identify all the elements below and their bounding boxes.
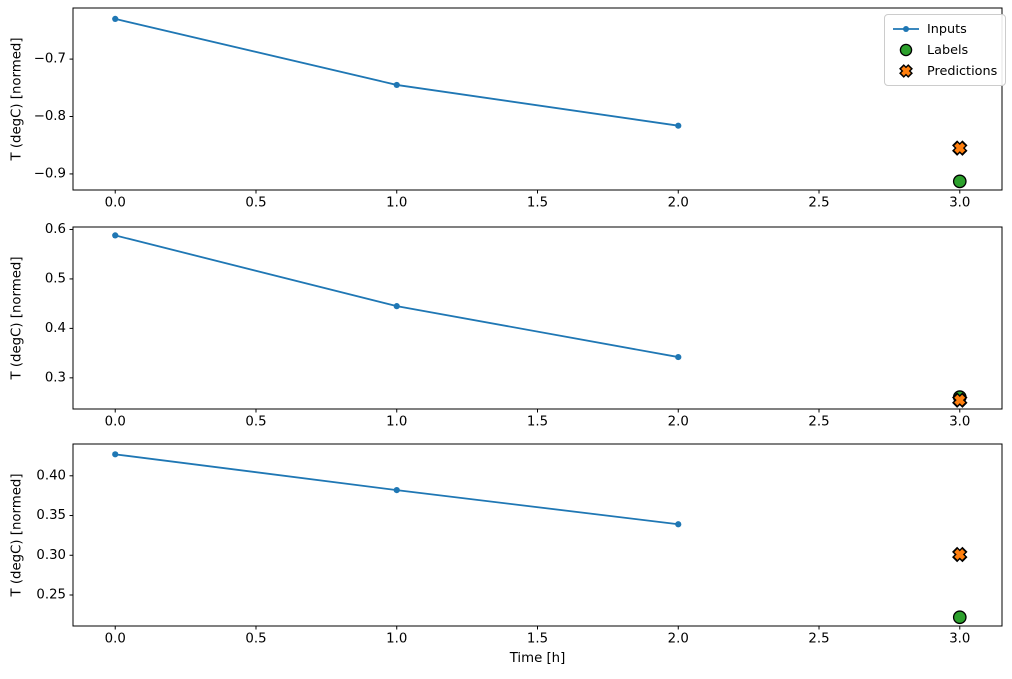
plot-border [72, 443, 1003, 627]
y-tick-label: 0.30 [36, 548, 66, 563]
subplot-3: 0.0 0.5 1.0 1.5 2.0 2.5 3.0 0.25 0.30 0.35 0.40 T (… [10, 443, 1003, 666]
y-tick-label: 0.40 [36, 468, 66, 483]
inputs-line [115, 18, 679, 127]
x-tick-label: 1.5 [527, 631, 548, 646]
y-axis-label: T (degC) [normed] [10, 37, 25, 161]
x-tick-label: 1.0 [386, 195, 407, 210]
x-tick-label: 0.5 [245, 631, 266, 646]
y-tick-label: 0.6 [45, 222, 66, 237]
x-tick-label: 3.0 [949, 631, 970, 646]
legend-label-predictions: Predictions [927, 63, 998, 79]
inputs-marker [393, 81, 400, 89]
y-axis-label: T (degC) [normed] [10, 473, 25, 597]
y-tick-label: 0.25 [36, 588, 66, 603]
x-tick-label: 3.0 [949, 414, 970, 429]
legend-label-labels: Labels [927, 42, 969, 58]
x-tick-label: 1.0 [386, 414, 407, 429]
y-tick-label: 0.4 [45, 321, 66, 336]
labels-marker [952, 174, 967, 189]
inputs-line-icon [893, 26, 919, 32]
labels-circle-glyph [899, 43, 913, 57]
x-tick-label: 0.0 [105, 195, 126, 210]
y-tick-label: −0.8 [34, 109, 66, 124]
inputs-marker [112, 451, 119, 458]
predictions-x-glyph [901, 66, 911, 76]
x-tick-label: 0.0 [105, 414, 126, 429]
x-tick-label: 0.5 [245, 414, 266, 429]
legend-item-predictions: Predictions [892, 62, 997, 80]
x-tick-label: 3.0 [949, 195, 970, 210]
x-tick-label: 1.5 [527, 195, 548, 210]
inputs-marker [393, 303, 400, 310]
legend: Inputs Labels Predictions [884, 14, 1007, 86]
x-tick-label: 2.5 [808, 195, 829, 210]
subplot-1: 0.0 0.5 1.0 1.5 2.0 2.5 3.0 −0.9 −0.8 −0.7 T (degC… [10, 7, 1003, 210]
y-tick-label: 0.35 [36, 508, 66, 523]
inputs-marker [675, 122, 682, 129]
y-tick-label: 0.5 [45, 271, 66, 286]
x-tick-label: 1.0 [386, 631, 407, 646]
subplot-2: 0.0 0.5 1.0 1.5 2.0 2.5 3.0 0.3 0.4 0.5 0.6 T (degC… [10, 222, 1003, 429]
predictions-marker [954, 394, 966, 406]
legend-item-inputs: Inputs [892, 20, 997, 38]
y-axis-label: T (degC) [normed] [10, 256, 25, 380]
inputs-marker [393, 486, 400, 494]
legend-item-labels: Labels [892, 41, 997, 59]
inputs-marker [675, 353, 682, 361]
x-tick-label: 1.5 [527, 414, 548, 429]
plot-border [72, 226, 1003, 410]
x-tick-label: 0.0 [105, 631, 126, 646]
x-tick-label: 2.5 [808, 414, 829, 429]
y-tick-label: −0.7 [34, 52, 66, 67]
inputs-marker [675, 521, 682, 528]
x-tick-label: 2.0 [668, 631, 689, 646]
predictions-marker [954, 549, 966, 560]
inputs-line [115, 234, 679, 358]
predictions-x-icon [899, 64, 913, 78]
x-tick-label: 2.0 [668, 195, 689, 210]
x-tick-label: 2.5 [808, 631, 829, 646]
labels-circle-icon [899, 43, 913, 57]
x-tick-label: 2.0 [668, 414, 689, 429]
x-tick-label: 0.5 [245, 195, 266, 210]
y-tick-label: 0.3 [45, 370, 66, 385]
y-tick-label: −0.9 [34, 166, 66, 181]
inputs-marker [112, 232, 119, 239]
inputs-dot-glyph [903, 26, 909, 32]
plot-border [72, 7, 1003, 191]
legend-label-inputs: Inputs [927, 21, 967, 37]
predictions-marker [954, 142, 966, 154]
inputs-marker [112, 15, 119, 23]
x-axis-label: Time [h] [509, 651, 566, 666]
labels-marker [952, 610, 967, 625]
